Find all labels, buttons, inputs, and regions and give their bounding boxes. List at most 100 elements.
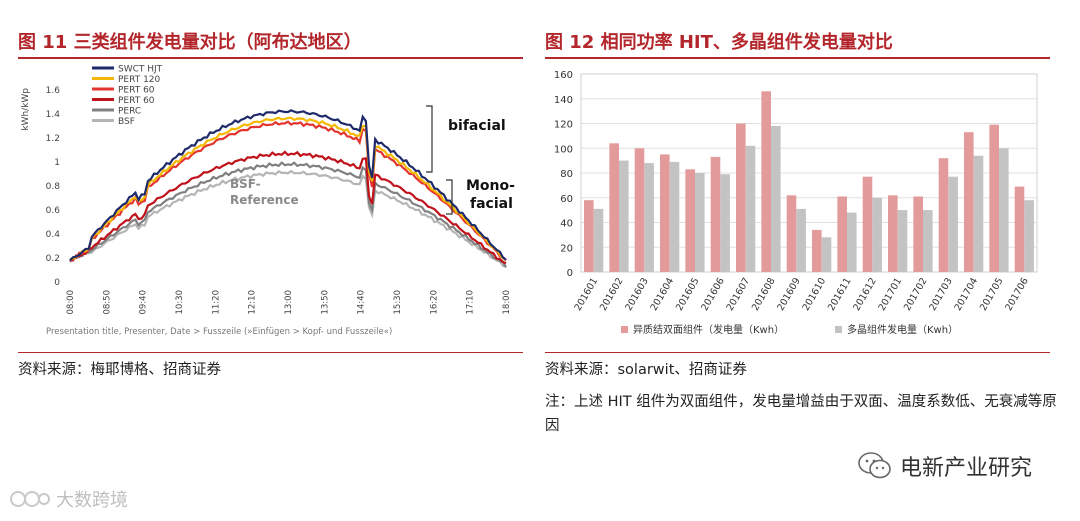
brand-name: 电新产业研究 <box>900 456 1033 481</box>
bar-poly-201704 <box>973 155 984 272</box>
x-tick-label: 16:20 <box>429 290 439 315</box>
series-line-1 <box>69 116 507 261</box>
y-tick-label: 0.8 <box>46 182 61 192</box>
y-tick-label: 1.6 <box>46 86 61 96</box>
y-tick-label: 60 <box>560 194 573 205</box>
x-tick-label: 201704 <box>953 276 981 313</box>
y-axis-label: kWh/kWp <box>21 88 31 131</box>
bar-poly-201604 <box>669 161 680 272</box>
bar-hit-201704 <box>964 132 974 272</box>
bar-hit-201606 <box>710 156 721 272</box>
bar-hit-201605 <box>685 169 695 272</box>
x-tick-label: 201610 <box>801 276 829 313</box>
left-bottom-rule <box>18 352 523 353</box>
bar-hit-201601 <box>584 200 594 272</box>
monofacial-bracket <box>446 179 453 215</box>
x-tick-label: 17:10 <box>466 290 476 315</box>
x-tick-label: 12:10 <box>248 290 258 315</box>
x-tick-label: 13:00 <box>284 290 294 315</box>
y-tick-label: 80 <box>560 169 573 180</box>
bar-poly-201611 <box>847 212 857 272</box>
y-tick-label: 1.4 <box>46 110 61 120</box>
x-tick-label: 14:40 <box>357 290 367 315</box>
legend-label: PERT 60 <box>118 86 155 96</box>
x-tick-label: 201602 <box>598 276 626 313</box>
bar-hit-201602 <box>609 143 619 272</box>
legend-label: SWCT HJT <box>118 65 163 75</box>
legend-label-hit: 异质结双面组件（发电量（Kwh） <box>633 323 784 336</box>
bifacial-label: bifacial <box>448 118 506 134</box>
legend-swatch-hit <box>621 326 628 333</box>
legend-swatch-poly <box>835 326 842 333</box>
y-tick-label: 20 <box>560 243 573 254</box>
bar-poly-201602 <box>619 160 629 272</box>
left-chart: kWh/kWp 0 0.2 0.4 0.6 0.8 1 1.2 1.4 1.6 08:00 08:50… <box>21 65 515 338</box>
y-tick-label: 140 <box>554 95 573 106</box>
bar-poly-201703 <box>948 176 958 272</box>
series-line-5 <box>69 169 507 268</box>
chart-footer: Presentation title, Presenter, Date > Fu… <box>46 327 392 337</box>
left-figure-title: 图 11 三类组件发电量对比（阿布达地区） <box>18 32 362 53</box>
left-axes: kWh/kWp 0 0.2 0.4 0.6 0.8 1 1.2 1.4 1.6 08:00 08:50… <box>21 86 512 337</box>
bar-poly-201603 <box>644 163 654 272</box>
bar-poly-201609 <box>796 208 806 272</box>
bsf-label-1: BSF- <box>230 177 261 191</box>
bar-poly-201606 <box>720 174 730 272</box>
legend-label: PERT 60 <box>118 96 155 106</box>
bar-poly-201701 <box>897 210 908 272</box>
bar-hit-201608 <box>761 91 771 272</box>
bar-hit-201611 <box>837 196 847 272</box>
bar-poly-201706 <box>1024 200 1034 272</box>
x-tick-label: 10:30 <box>175 290 185 315</box>
bar-hit-201607 <box>736 123 746 272</box>
right-chart: 0204060801001201401602016012016022016032… <box>554 70 1038 336</box>
x-tick-label: 201611 <box>826 276 854 313</box>
x-tick-label: 201604 <box>649 276 677 313</box>
x-tick-label: 201701 <box>877 276 905 313</box>
bar-hit-201706 <box>1014 186 1025 272</box>
y-tick-label: 160 <box>554 70 573 81</box>
x-tick-label: 201706 <box>1003 276 1031 313</box>
x-tick-label: 09:40 <box>139 290 149 315</box>
watermark: 大数跨境 <box>8 486 128 512</box>
x-tick-label: 08:50 <box>102 290 112 315</box>
y-tick-label: 1 <box>54 158 60 168</box>
x-tick-label: 13:50 <box>320 290 330 315</box>
x-tick-label: 201605 <box>674 276 702 313</box>
bar-hit-201603 <box>634 148 645 273</box>
left-title-rule <box>18 57 523 59</box>
brand: 电新产业研究 <box>858 450 1032 482</box>
y-tick-label: 0.4 <box>46 230 61 240</box>
series-line-0 <box>69 109 507 262</box>
y-tick-label: 0.6 <box>46 206 61 216</box>
legend-label: PERT 120 <box>118 75 161 85</box>
wechat-icon <box>858 452 891 479</box>
x-tick-label: 201607 <box>725 276 753 313</box>
legend-label: BSF <box>118 117 135 127</box>
bar-hit-201609 <box>786 195 797 272</box>
plot-frame <box>580 73 1038 273</box>
y-tick-label: 0 <box>54 278 60 288</box>
x-tick-label: 201612 <box>851 276 879 313</box>
bar-poly-201607 <box>745 145 756 272</box>
y-tick-label: 120 <box>554 120 573 131</box>
x-tick-label: 201609 <box>775 276 803 313</box>
right-figure-title: 图 12 相同功率 HIT、多晶组件发电量对比 <box>545 32 893 53</box>
bar-hit-201702 <box>913 196 923 272</box>
right-title-rule <box>545 57 1050 59</box>
bar-hit-201703 <box>938 158 949 272</box>
right-source: 资料来源：solarwit、招商证券 <box>545 362 747 378</box>
monofacial-label-2: facial <box>470 196 513 212</box>
x-tick-label: 08:00 <box>66 290 76 315</box>
bar-hit-201701 <box>888 195 898 272</box>
right-bottom-rule <box>545 352 1050 353</box>
x-tick-label: 201703 <box>927 276 955 313</box>
right-note: 注：上述 HIT 组件为双面组件，发电量增益由于双面、温度系数低、无衰减等原因 <box>545 394 1057 434</box>
monofacial-label-1: Mono- <box>466 178 515 194</box>
bar-poly-201605 <box>695 173 705 272</box>
x-tick-label: 201603 <box>623 276 651 313</box>
y-tick-label: 100 <box>554 144 573 155</box>
legend-label: PERC <box>118 107 141 117</box>
series-line-2 <box>69 120 507 262</box>
